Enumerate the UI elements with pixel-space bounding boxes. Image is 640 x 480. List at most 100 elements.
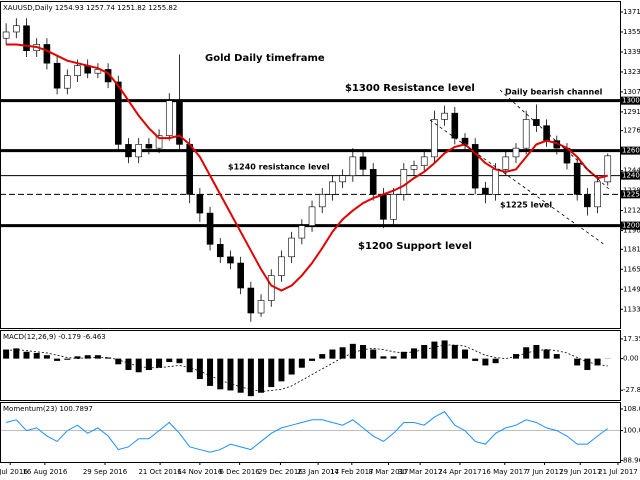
candle-body: [2, 31, 10, 39]
x-tick-label: 29 Sep 2016: [83, 468, 128, 476]
panel-frame: [0, 402, 621, 463]
histogram-bar: [594, 358, 601, 366]
histogram-bar: [533, 344, 540, 359]
histogram-bar: [13, 348, 20, 359]
x-tick-label: 14 Nov 2016: [177, 468, 222, 476]
candle-body: [247, 287, 255, 314]
histogram-bar: [451, 344, 458, 359]
candle-body: [420, 156, 428, 166]
level-tag-label: 1300: [622, 97, 640, 105]
y-tick-label: 1323: [623, 68, 640, 76]
y-tick-label: 1196: [623, 227, 640, 235]
histogram-bar: [329, 349, 336, 359]
panel-frame: [0, 1, 621, 329]
histogram-bar: [319, 354, 326, 359]
panel-title: Momentum(23) 100.7897: [3, 405, 93, 413]
level-tag-label: 1200: [622, 222, 640, 230]
candle-body: [125, 144, 132, 158]
histogram-bar: [309, 358, 316, 361]
x-tick-label: 24 Apr 2017: [438, 468, 481, 476]
y-tick-label: 1149: [623, 285, 640, 293]
x-tick-label: 14 Feb 2017: [330, 468, 374, 476]
candle-body: [471, 144, 479, 189]
y-tick-label: 1291: [623, 108, 640, 116]
candle-body: [390, 194, 397, 220]
marks: 1371135513391323130712911276126012441228…: [0, 8, 640, 476]
annotation: $1200 Support level: [358, 241, 472, 252]
chart-title: XAUUSD,Daily 1254.93 1257.74 1251.82 125…: [3, 4, 177, 12]
y-tick-label: 1339: [623, 48, 640, 56]
candle-body: [267, 275, 275, 301]
candle-body: [522, 119, 530, 149]
candle-body: [359, 156, 367, 170]
moving-average: [6, 43, 609, 292]
candle-body: [165, 100, 173, 136]
candle-body: [400, 169, 408, 195]
level-tag: [620, 146, 640, 155]
histogram-bar: [74, 356, 81, 359]
candle-body: [339, 175, 346, 183]
y-tick-label: 1212: [623, 207, 640, 215]
y-tick-label: 1165: [623, 265, 640, 273]
panel-title: MACD(12,26,9) -0.179 -6.463: [3, 333, 106, 341]
histogram-bar: [54, 358, 61, 361]
histogram-bar: [166, 358, 173, 363]
histogram-bar: [553, 354, 560, 359]
histogram-bar: [43, 355, 50, 359]
histogram-bar: [237, 358, 244, 393]
histogram-bar: [145, 358, 152, 370]
x-tick-label: 21 Oct 2016: [138, 468, 182, 476]
histogram-bar: [421, 344, 428, 359]
x-tick-label: 16 Aug 2016: [22, 468, 67, 476]
candle-body: [237, 262, 244, 289]
histogram-bar: [115, 358, 122, 365]
candle-body: [349, 156, 357, 176]
histogram-bar: [247, 358, 254, 397]
candle-body: [94, 69, 102, 74]
candle-body: [308, 206, 316, 226]
candle-body: [594, 181, 601, 208]
annotation: $1225 level: [500, 201, 552, 210]
level-tag: [620, 96, 640, 105]
y-tick-label: 1244: [623, 167, 640, 175]
histogram-bar: [217, 358, 224, 390]
candle-body: [492, 169, 499, 195]
level-tag: [620, 171, 640, 180]
channel-line: [499, 89, 611, 191]
histogram-bar: [84, 355, 91, 359]
x-tick-label: 16 May 2017: [482, 468, 528, 476]
histogram-bar: [584, 358, 591, 370]
candle-body: [441, 112, 448, 120]
candle-body: [369, 169, 377, 195]
y-tick-label: 88.96: [623, 456, 640, 464]
candle-body: [74, 65, 81, 76]
histogram-bar: [360, 344, 367, 359]
candle-body: [145, 144, 153, 149]
histogram-bar: [268, 358, 275, 388]
panel-frame: [0, 330, 621, 401]
histogram-bar: [574, 358, 581, 366]
candle-body: [13, 25, 20, 33]
x-tick-label: 29 Dec 2016: [258, 468, 303, 476]
y-tick-label: 100.0: [623, 427, 640, 435]
candle-body: [431, 119, 438, 158]
histogram-bar: [380, 356, 387, 359]
y-tick-label: 17.35: [623, 335, 640, 343]
candle-body: [64, 75, 71, 89]
annotation: $1300 Resistance level: [345, 83, 475, 94]
annotation: $1240 resistance level: [228, 163, 330, 172]
histogram-bar: [411, 348, 418, 359]
candle-body: [186, 144, 193, 195]
histogram-bar: [543, 349, 550, 359]
y-tick-label: 1371: [623, 8, 640, 16]
candle-body: [410, 165, 418, 170]
x-tick-label: 8 Mar 2017: [369, 468, 409, 476]
x-tick-label: 29 Jun 2017: [559, 468, 601, 476]
candle-body: [380, 194, 387, 220]
candle-body: [257, 300, 265, 314]
y-tick-label: 1133: [623, 305, 640, 313]
candle-body: [196, 194, 204, 214]
histogram-bar: [196, 358, 203, 380]
level-tag-label: 1225: [622, 190, 640, 198]
